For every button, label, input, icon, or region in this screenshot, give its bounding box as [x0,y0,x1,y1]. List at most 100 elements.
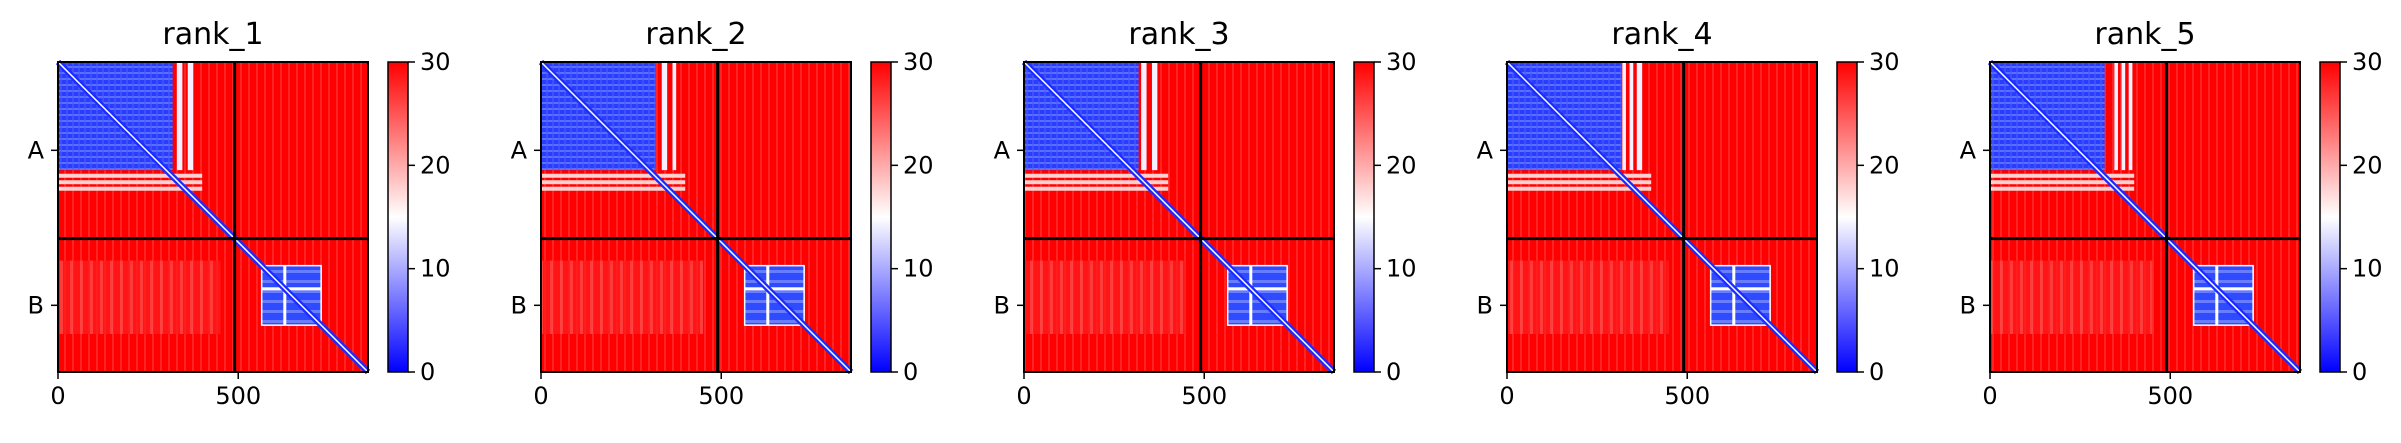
chain-a-row-band [1507,173,1652,178]
domain-gap-h [744,287,805,291]
colorbar-tick-label: 0 [420,358,435,386]
domain-gap-h [1710,287,1771,291]
bright-band-2 [187,62,194,171]
bright-band-2 [2121,62,2126,171]
colorbar-tick-label: 20 [1386,151,1417,179]
panel-title: rank_5 [2094,17,2195,52]
x-tick-label: 500 [2147,382,2193,410]
domain-gap-h [2193,287,2254,291]
colorbar-tick-label: 10 [1869,255,1900,283]
colorbar-tick-label: 30 [1386,48,1417,76]
colorbar-tick-label: 30 [903,48,934,76]
x-tick-label: 0 [1982,382,1997,410]
y-tick-label: B [994,291,1010,319]
colorbar [2319,61,2341,373]
panel-title: rank_2 [645,17,746,52]
diagonal-highlight [1506,61,1818,373]
bright-band-1 [176,62,183,171]
diagonal-highlight [1989,61,2301,373]
y-tick-label: A [1960,136,1977,164]
heatmap-panel-1: rank_1 A B 0 500 0 10 20 30 [28,17,451,410]
bright-band-2 [1151,62,1158,171]
domain-gap-v [766,265,770,326]
bright-band-1 [1622,62,1626,171]
colorbar-tick-label: 30 [2352,48,2383,76]
chain-b-inter-stripes [1507,260,1670,334]
chain-b-inter-stripes [1990,260,2153,334]
x-tick-label: 0 [1499,382,1514,410]
chain-a-row-band [1507,180,1652,185]
chain-a-row-band [58,186,203,191]
colorbar-tick-label: 20 [903,151,934,179]
y-tick-label: B [1960,291,1976,319]
x-tick-label: 500 [698,382,744,410]
colorbar-tick-label: 30 [1869,48,1900,76]
colorbar-tick-label: 10 [2352,255,2383,283]
colorbar [1353,61,1375,373]
bright-band-1 [2114,62,2118,171]
panel-title: rank_3 [1128,17,1229,52]
chain-a-row-band [1990,173,2135,178]
colorbar-tick-label: 30 [420,48,451,76]
chain-a-row-band [58,173,203,178]
y-tick-label: B [28,291,44,319]
colorbar [1836,61,1858,373]
domain-gap-v [1249,265,1253,326]
bright-band-2 [1629,62,1634,171]
diagonal-highlight [1023,61,1335,373]
domain-gap-v [283,265,287,326]
y-tick-label: B [511,291,527,319]
x-tick-label: 0 [1016,382,1031,410]
y-tick-label: A [28,136,45,164]
heatmap-panel-5: rank_5 A B 0 500 0 10 20 30 [1960,17,2383,410]
bright-band-1 [1141,62,1147,171]
y-tick-label: B [1477,291,1493,319]
heatmap-panel-4: rank_4 A B 0 500 0 10 20 30 [1477,17,1900,410]
chain-a-row-band [1990,186,2135,191]
x-tick-label: 500 [1181,382,1227,410]
colorbar-tick-label: 10 [420,255,451,283]
panel-title: rank_4 [1611,17,1712,52]
x-tick-label: 500 [1664,382,1710,410]
plot-frame [1023,61,1335,373]
y-tick-label: A [994,136,1011,164]
colorbar-tick-label: 20 [420,151,451,179]
colorbar-tick-label: 10 [903,255,934,283]
colorbar-tick-label: 20 [1869,151,1900,179]
colorbar-tick-label: 0 [1869,358,1884,386]
chain-a-row-band [1024,180,1169,185]
chain-b-inter-stripes [541,260,704,334]
plot-frame [1989,61,2301,373]
heatmap-panel-2: rank_2 A B 0 500 0 10 20 30 [511,17,934,410]
bright-band-3 [2128,62,2133,171]
colorbar [870,61,892,373]
bright-band-3 [1636,62,1643,171]
y-tick-label: A [511,136,528,164]
chain-a-row-band [1990,180,2135,185]
chain-b-inter-stripes [58,260,221,334]
x-tick-label: 500 [215,382,261,410]
plot-frame [57,61,369,373]
chain-a-row-band [541,173,686,178]
colorbar-tick-label: 20 [2352,151,2383,179]
panel-title: rank_1 [162,17,263,52]
heatmap-panel-3: rank_3 A B 0 500 0 10 20 30 [994,17,1417,410]
x-tick-label: 0 [533,382,548,410]
chain-a-row-band [1024,186,1169,191]
bright-band-1 [661,62,668,171]
domain-gap-v [1732,265,1736,326]
colorbar [387,61,409,373]
chain-a-row-band [541,180,686,185]
bright-band-2 [672,62,677,171]
colorbar-tick-label: 10 [1386,255,1417,283]
colorbar-tick-label: 0 [903,358,918,386]
plot-frame [540,61,852,373]
diagonal-highlight [57,61,369,373]
diagonal-highlight [540,61,852,373]
chain-a-row-band [58,180,203,185]
domain-gap-h [261,287,322,291]
chain-a-row-band [541,186,686,191]
plot-frame [1506,61,1818,373]
